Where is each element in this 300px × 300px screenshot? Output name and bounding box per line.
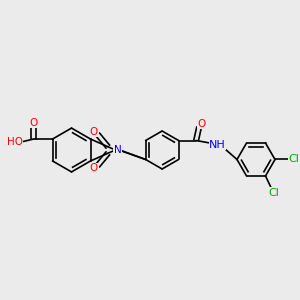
Text: NH: NH [209, 140, 226, 150]
Text: O: O [198, 118, 206, 129]
Text: N: N [114, 145, 122, 155]
Text: HO: HO [7, 137, 23, 147]
Text: O: O [90, 127, 98, 136]
Text: Cl: Cl [289, 154, 299, 164]
Text: O: O [29, 118, 38, 128]
Text: O: O [90, 164, 98, 173]
Text: Cl: Cl [269, 188, 280, 198]
